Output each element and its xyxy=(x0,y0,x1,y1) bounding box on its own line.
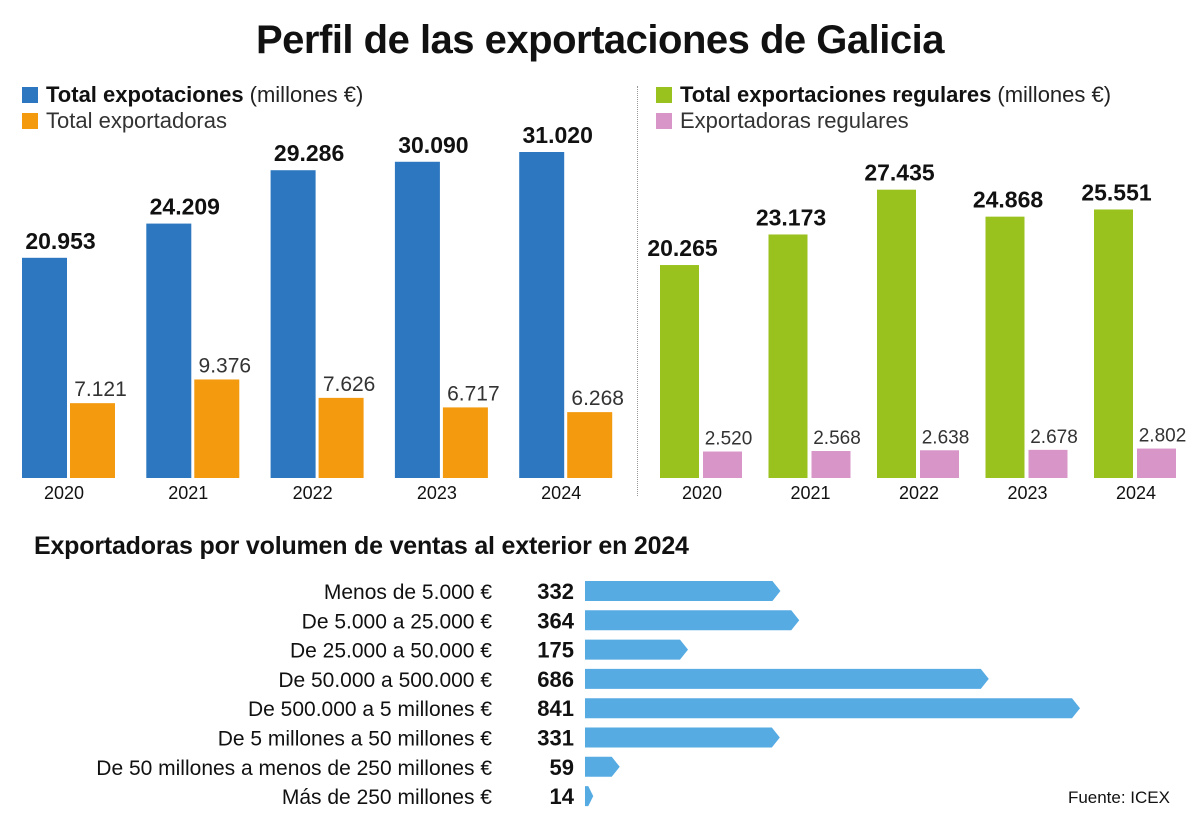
horizontal-bar-chart: 332 Menos de 5.000 € 364 De 5.000 a 25.000 … xyxy=(96,579,1080,809)
category-label: 2023 xyxy=(1007,483,1047,503)
category-label: 2021 xyxy=(168,483,208,503)
category-label: 2022 xyxy=(899,483,939,503)
hbar-category-label: De 50 millones a menos de 250 millones € xyxy=(96,757,492,780)
right-bar-chart: 20.265 2.520 2020 23.173 2.568 2021 27.435 2.63… xyxy=(647,160,1187,503)
hbar-category-label: Menos de 5.000 € xyxy=(324,581,492,604)
bar-series2 xyxy=(920,450,959,478)
hbar-value-label: 841 xyxy=(537,696,574,721)
bar-series1 xyxy=(270,170,316,478)
left-bar-chart: 20.953 7.121 2020 24.209 9.376 2021 29.286 7.62… xyxy=(22,122,624,503)
legend-label: Exportadoras regulares xyxy=(680,108,909,133)
legend-unit: (millones €) xyxy=(997,82,1112,107)
data-label-series2: 9.376 xyxy=(199,354,252,377)
bar-series1 xyxy=(877,189,916,478)
data-label-series2: 2.678 xyxy=(1030,427,1078,448)
left-legend-series1: Total expotaciones (millones €) xyxy=(22,82,363,108)
bar-series1 xyxy=(519,152,565,478)
hbar xyxy=(585,610,800,631)
source-note: Fuente: ICEX xyxy=(1067,788,1170,807)
bar-series1 xyxy=(985,216,1025,479)
data-label-series1: 24.868 xyxy=(973,187,1044,213)
bar-series2 xyxy=(811,451,851,478)
bottom-chart-title: Exportadoras por volumen de ventas al ex… xyxy=(34,532,689,560)
category-label: 2022 xyxy=(293,483,333,503)
bar-series2 xyxy=(442,407,488,478)
data-label-series2: 2.568 xyxy=(813,428,861,449)
bar-series1 xyxy=(1094,209,1133,478)
data-label-series1: 27.435 xyxy=(864,160,935,186)
green-swatch-icon xyxy=(656,87,672,103)
page-title: Perfil de las exportaciones de Galicia xyxy=(256,18,944,62)
data-label-series2: 2.802 xyxy=(1139,426,1187,447)
data-label-series1: 20.265 xyxy=(647,235,718,261)
hbar-category-label: De 5 millones a 50 millones € xyxy=(218,728,493,751)
left-legend-series2: Total exportadoras xyxy=(22,108,227,134)
right-legend-series1: Total exportaciones regulares (millones … xyxy=(656,82,1111,108)
hbar-category-label: De 500.000 a 5 millones € xyxy=(248,698,492,721)
bar-series1 xyxy=(660,265,699,478)
hbar xyxy=(585,756,620,777)
legend-label: Total exportaciones regulares xyxy=(680,82,992,107)
bar-series2 xyxy=(1028,449,1068,478)
bar-series2 xyxy=(703,451,742,478)
bar-series2 xyxy=(567,412,613,478)
data-label-series2: 7.121 xyxy=(74,378,127,401)
data-label-series1: 30.090 xyxy=(398,132,468,158)
category-label: 2020 xyxy=(682,483,722,503)
legend-unit: (millones €) xyxy=(249,82,364,107)
category-label: 2023 xyxy=(417,483,457,503)
hbar-value-label: 686 xyxy=(537,667,574,692)
data-label-series2: 6.717 xyxy=(447,382,500,405)
hbar-value-label: 59 xyxy=(550,755,574,780)
data-label-series2: 7.626 xyxy=(323,373,376,396)
data-label-series1: 25.551 xyxy=(1081,179,1152,205)
hbar-value-label: 364 xyxy=(537,608,574,633)
bar-series2 xyxy=(194,379,240,478)
bar-series2 xyxy=(1137,448,1176,478)
bar-series2 xyxy=(318,397,364,478)
data-label-series1: 29.286 xyxy=(274,140,344,166)
data-label-series2: 6.268 xyxy=(571,387,624,410)
data-label-series1: 20.953 xyxy=(25,228,95,254)
hbar xyxy=(585,668,989,689)
hbar xyxy=(585,581,781,601)
panel-divider xyxy=(637,86,638,496)
blue-swatch-icon xyxy=(22,87,38,103)
category-label: 2024 xyxy=(541,483,581,503)
bar-series2 xyxy=(70,403,115,478)
data-label-series1: 23.173 xyxy=(756,204,826,230)
right-legend-series2: Exportadoras regulares xyxy=(656,108,909,134)
bar-series1 xyxy=(768,234,808,478)
hbar-value-label: 14 xyxy=(550,784,575,809)
data-label-series1: 31.020 xyxy=(523,122,593,148)
data-label-series2: 2.520 xyxy=(705,429,753,450)
legend-label: Total expotaciones xyxy=(46,82,244,107)
hbar-value-label: 331 xyxy=(537,726,574,751)
category-label: 2024 xyxy=(1116,483,1156,503)
hbar xyxy=(585,639,689,660)
hbar xyxy=(585,786,594,807)
pink-swatch-icon xyxy=(656,113,672,129)
hbar-value-label: 175 xyxy=(537,638,574,663)
bar-series1 xyxy=(146,223,192,478)
hbar-value-label: 332 xyxy=(537,579,574,604)
bar-series1 xyxy=(22,257,67,478)
data-label-series2: 2.638 xyxy=(922,427,970,448)
bar-series1 xyxy=(394,161,440,479)
category-label: 2021 xyxy=(790,483,830,503)
legend-label: Total exportadoras xyxy=(46,108,227,133)
hbar-category-label: Más de 250 millones € xyxy=(282,786,492,809)
hbar-category-label: De 5.000 a 25.000 € xyxy=(302,610,493,633)
hbar xyxy=(585,727,780,748)
orange-swatch-icon xyxy=(22,113,38,129)
hbar xyxy=(585,698,1080,719)
hbar-category-label: De 50.000 a 500.000 € xyxy=(278,669,492,692)
data-label-series1: 24.209 xyxy=(150,194,220,220)
hbar-category-label: De 25.000 a 50.000 € xyxy=(290,640,492,663)
category-label: 2020 xyxy=(44,483,84,503)
